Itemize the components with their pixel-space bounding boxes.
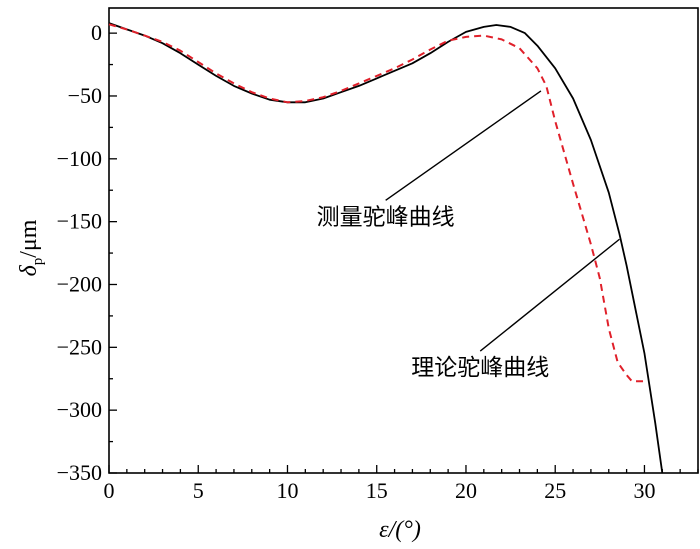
y-axis-ticks: 0 −50 −100 −150 −200 −250 −300 −350 [57, 20, 117, 485]
y-tick-label: −50 [68, 83, 102, 108]
x-axis-ticks: 0 5 10 15 20 25 30 [104, 465, 699, 503]
annotation-leader-line-2 [479, 238, 620, 352]
x-tick-label: 20 [455, 478, 477, 503]
y-tick-label: 0 [91, 20, 102, 45]
y-axis-label: δp/μm [16, 219, 46, 276]
x-tick-label: 5 [193, 478, 204, 503]
plot-frame [108, 7, 699, 474]
series-line-2 [108, 23, 645, 383]
y-tick-label: −100 [57, 146, 102, 171]
annotation-label-1: 测量驼峰曲线 [317, 204, 455, 230]
y-tick-label: −200 [57, 271, 102, 296]
y-axis-unit: /μm [16, 219, 42, 258]
x-tick-label: 15 [366, 478, 388, 503]
x-tick-label: 10 [276, 478, 298, 503]
series-line-1 [108, 22, 664, 474]
annotation-leader-line-1 [385, 90, 542, 201]
y-tick-label: −250 [57, 334, 102, 359]
y-axis-subscript: p [30, 258, 46, 266]
x-tick-label: 25 [544, 478, 566, 503]
y-tick-label: −300 [57, 397, 102, 422]
y-tick-label: −350 [57, 460, 102, 485]
series-layer [108, 22, 664, 474]
x-tick-label: 30 [633, 478, 655, 503]
annotation-label-2: 理论驼峰曲线 [411, 355, 549, 381]
x-axis-label: ε/(°) [379, 517, 421, 543]
y-tick-label: −150 [57, 209, 102, 234]
x-tick-label: 0 [104, 478, 115, 503]
y-axis-symbol: δ [16, 264, 42, 276]
